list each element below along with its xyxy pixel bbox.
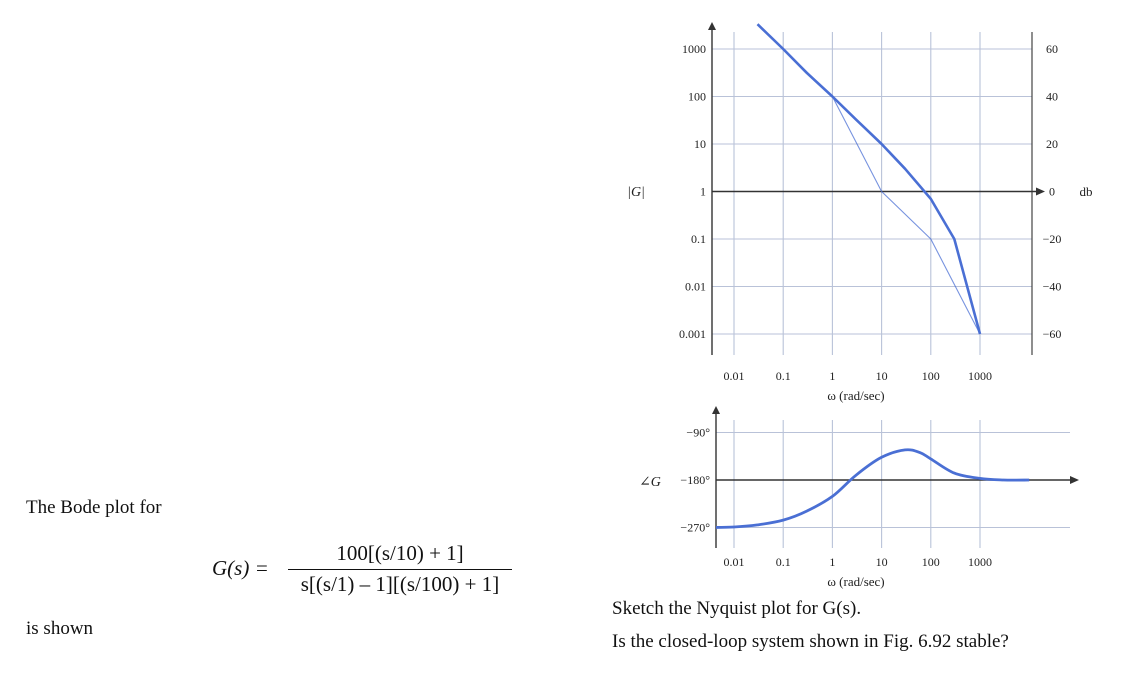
phase-x-tick-label: 1000 xyxy=(968,555,992,569)
phase-y-tick-label: −270° xyxy=(680,521,710,535)
question-nyquist: Sketch the Nyquist plot for G(s). xyxy=(612,598,862,619)
phase-x-label: ω (rad/sec) xyxy=(827,574,884,589)
phase-grid xyxy=(716,420,1070,548)
formula-numerator: 100[(s/10) + 1] xyxy=(336,541,464,565)
magnitude-x-tick-label: 0.1 xyxy=(776,369,791,383)
db-tick-label: −40 xyxy=(1043,280,1062,294)
magnitude-y-tick-label: 10 xyxy=(694,137,706,151)
magnitude-x-tick-label: 100 xyxy=(922,369,940,383)
outro-text: is shown xyxy=(26,618,94,639)
magnitude-db-label: db xyxy=(1080,184,1093,199)
phase-y-label: ∠G xyxy=(639,475,661,490)
phase-y-arrow xyxy=(712,406,720,414)
formula-denominator: s[(s/1) – 1][(s/100) + 1] xyxy=(300,572,500,597)
phase-tick-labels: −90° −180° −270° 0.01 0.1 1 10 100 1000 xyxy=(680,426,992,570)
question-stability: Is the closed-loop system shown in Fig. … xyxy=(612,631,1009,652)
magnitude-y-arrow xyxy=(708,22,716,30)
magnitude-x-tick-label: 0.01 xyxy=(724,369,745,383)
db-tick-label: 20 xyxy=(1046,137,1058,151)
magnitude-axes xyxy=(708,22,1045,355)
magnitude-grid xyxy=(712,32,1032,355)
db-tick-label: −20 xyxy=(1043,232,1062,246)
magnitude-y-tick-label: 0.1 xyxy=(691,232,706,246)
magnitude-y-tick-label: 0.001 xyxy=(679,327,706,341)
formula-fraction: 100[(s/10) + 1] s[(s/1) – 1][(s/100) + 1… xyxy=(288,541,512,597)
transfer-function: G(s) = 100[(s/10) + 1] s[(s/1) – 1][(s/1… xyxy=(212,541,512,601)
phase-x-tick-label: 10 xyxy=(876,555,888,569)
magnitude-x-label: ω (rad/sec) xyxy=(827,388,884,403)
phase-x-tick-label: 0.01 xyxy=(724,555,745,569)
db-tick-label: −60 xyxy=(1043,327,1062,341)
fraction-bar xyxy=(288,569,512,571)
magnitude-curves xyxy=(756,23,982,335)
magnitude-y-label: |G| xyxy=(627,185,645,200)
phase-axis-arrow xyxy=(1070,476,1079,484)
magnitude-y-tick-label: 0.01 xyxy=(685,280,706,294)
magnitude-curve xyxy=(756,23,982,335)
magnitude-x-tick-label: 1 xyxy=(829,369,835,383)
db-tick-label: 60 xyxy=(1046,42,1058,56)
phase-y-tick-label: −180° xyxy=(680,473,710,487)
magnitude-asymptote-line xyxy=(782,48,981,335)
formula-lhs: G(s) = xyxy=(212,556,269,580)
phase-x-tick-label: 100 xyxy=(922,555,940,569)
magnitude-tick-labels: 1000 100 10 1 0.1 0.01 0.001 60 40 20 0 −20 −40 −60 0.… xyxy=(679,42,1061,383)
magnitude-x-tick-label: 10 xyxy=(876,369,888,383)
unity-gain-arrow xyxy=(1036,187,1045,196)
phase-x-tick-label: 0.1 xyxy=(776,555,791,569)
phase-x-tick-label: 1 xyxy=(829,555,835,569)
db-tick-label: 0 xyxy=(1049,185,1055,199)
phase-y-tick-label: −90° xyxy=(686,426,710,440)
intro-text: The Bode plot for xyxy=(26,497,162,518)
magnitude-y-tick-label: 1 xyxy=(700,185,706,199)
db-tick-label: 40 xyxy=(1046,90,1058,104)
magnitude-x-tick-label: 1000 xyxy=(968,369,992,383)
phase-axes xyxy=(712,406,1079,548)
phase-curves xyxy=(716,448,1030,529)
magnitude-y-tick-label: 1000 xyxy=(682,42,706,56)
phase-curve xyxy=(716,448,1030,529)
magnitude-y-tick-label: 100 xyxy=(688,90,706,104)
